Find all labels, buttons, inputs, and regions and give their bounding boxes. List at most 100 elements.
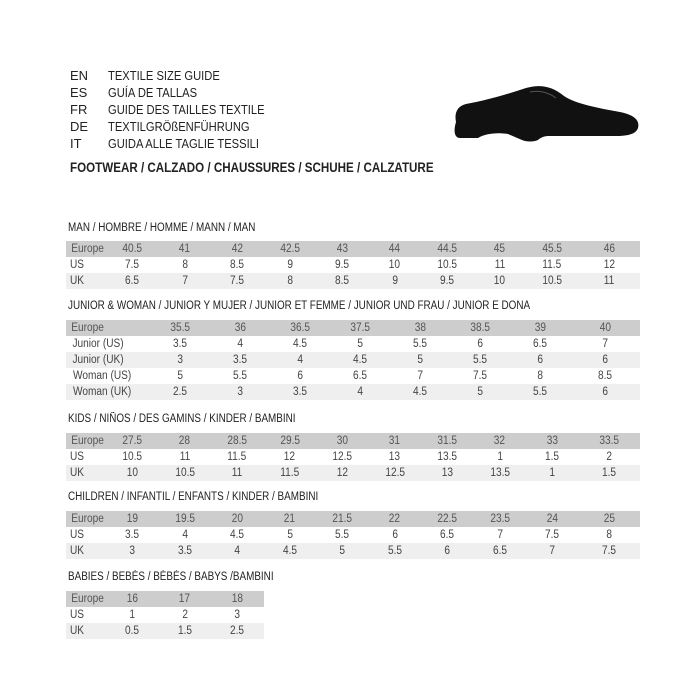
size-value: 23.5 [489, 513, 510, 525]
size-value: 38.5 [470, 322, 490, 334]
size-value: 3 [177, 354, 183, 366]
size-value: 10.5 [174, 467, 195, 479]
size-cell: 5.5 [316, 527, 369, 543]
size-cell: 20 [211, 511, 264, 527]
size-value: 2.5 [230, 625, 245, 637]
size-value: 9 [286, 259, 293, 271]
language-title: GUÍA DE TALLAS [108, 85, 198, 100]
size-value: 3 [129, 545, 136, 557]
size-value: 8.5 [335, 275, 350, 287]
size-value: 45 [494, 243, 506, 255]
size-cell: 19.5 [159, 511, 212, 527]
size-value: 7 [549, 545, 556, 557]
size-value: 4.5 [282, 545, 297, 557]
size-cell: 40.5 [106, 241, 159, 257]
size-cell: 4.5 [211, 527, 264, 543]
size-cell: 23.5 [474, 511, 527, 527]
row-label: Europe [66, 591, 106, 607]
size-value: 8 [286, 275, 293, 287]
size-table: Europe 27.5 28 28.5 29.5 30 31 31.5 32 33 33.5 US 10… [66, 433, 640, 481]
size-cell: 45 [474, 241, 527, 257]
size-cell: 8.5 [570, 368, 640, 384]
language-code: DE [70, 119, 89, 134]
size-value: 4.5 [292, 338, 308, 350]
size-cell: 12.5 [316, 449, 369, 465]
row-label-text: Europe [71, 243, 104, 255]
size-value: 29.5 [279, 435, 300, 447]
size-value: 5 [477, 386, 483, 398]
size-value: 13.5 [489, 467, 510, 479]
size-cell: 4 [159, 527, 212, 543]
size-value: 24 [546, 513, 558, 525]
size-value: 12 [603, 259, 615, 271]
size-cell: 46 [579, 241, 641, 257]
size-cell: 3 [150, 352, 210, 368]
size-cell: 10 [369, 257, 422, 273]
size-cell: 5.5 [369, 543, 422, 559]
size-value: 38 [414, 322, 426, 334]
size-cell: 6 [369, 527, 422, 543]
size-value: 32 [494, 435, 506, 447]
size-value: 36 [234, 322, 246, 334]
size-value: 5.5 [387, 545, 402, 557]
size-cell: 2.5 [150, 384, 210, 400]
size-cell: 18 [211, 591, 264, 607]
row-label-text: Woman (US) [72, 370, 132, 382]
size-value: 8 [181, 259, 188, 271]
size-value: 4 [297, 354, 303, 366]
size-cell: 22 [369, 511, 422, 527]
size-value: 3.5 [232, 354, 248, 366]
row-label-text: Europe [71, 322, 104, 334]
size-value: 36.5 [290, 322, 310, 334]
size-value: 7.5 [602, 545, 617, 557]
section-title: CHILDREN / INFANTIL / ENFANTS / KINDER /… [68, 491, 319, 503]
row-label-text: UK [69, 625, 85, 637]
row-label-text: Junior (US) [72, 338, 124, 350]
row-label: US [66, 607, 106, 623]
size-cell: 44.5 [421, 241, 474, 257]
size-value: 33.5 [599, 435, 620, 447]
row-label-text: UK [69, 545, 85, 557]
size-cell: 30 [316, 433, 369, 449]
row-label-text: US [69, 529, 85, 541]
size-cell: 10.5 [159, 465, 212, 481]
size-value: 37.5 [350, 322, 370, 334]
size-cell: 6 [421, 543, 474, 559]
size-cell: 1 [474, 449, 527, 465]
size-value: 9.5 [335, 259, 350, 271]
size-cell: 28 [159, 433, 212, 449]
size-cell: 4.5 [390, 384, 450, 400]
size-value: 7 [602, 338, 608, 350]
size-cell: 8.5 [211, 257, 264, 273]
table-row: UK 6.5 7 7.5 8 8.5 9 9.5 10 10.5 11 [66, 273, 640, 289]
size-cell: 32 [474, 433, 527, 449]
language-code: FR [70, 102, 88, 117]
size-cell: 9 [264, 257, 317, 273]
size-value: 5.5 [335, 529, 350, 541]
size-value: 12 [336, 467, 348, 479]
section-title: JUNIOR & WOMAN / JUNIOR Y MUJER / JUNIOR… [68, 300, 531, 312]
row-label-text: Junior (UK) [72, 354, 124, 366]
size-value: 6 [602, 386, 608, 398]
size-value: 19.5 [174, 513, 195, 525]
table-header-row: Europe 16 17 18 [66, 591, 264, 607]
size-value: 7 [496, 529, 503, 541]
size-cell: 7.5 [211, 273, 264, 289]
size-cell: 8 [579, 527, 641, 543]
footwear-title: FOOTWEAR / CALZADO / CHAUSSURES / SCHUHE… [70, 160, 434, 175]
size-value: 12.5 [332, 451, 353, 463]
size-value: 40 [599, 322, 611, 334]
size-cell: 6 [510, 352, 570, 368]
size-cell: 9.5 [316, 257, 369, 273]
size-cell: 5 [390, 352, 450, 368]
size-cell: 16 [106, 591, 159, 607]
size-value: 13 [441, 467, 453, 479]
size-value: 28 [179, 435, 191, 447]
size-value: 11 [231, 467, 243, 479]
size-value: 21 [284, 513, 296, 525]
size-cell: 12 [316, 465, 369, 481]
size-value: 6 [444, 545, 451, 557]
size-cell: 1 [106, 607, 159, 623]
size-value: 10 [494, 275, 506, 287]
size-value: 5 [417, 354, 423, 366]
